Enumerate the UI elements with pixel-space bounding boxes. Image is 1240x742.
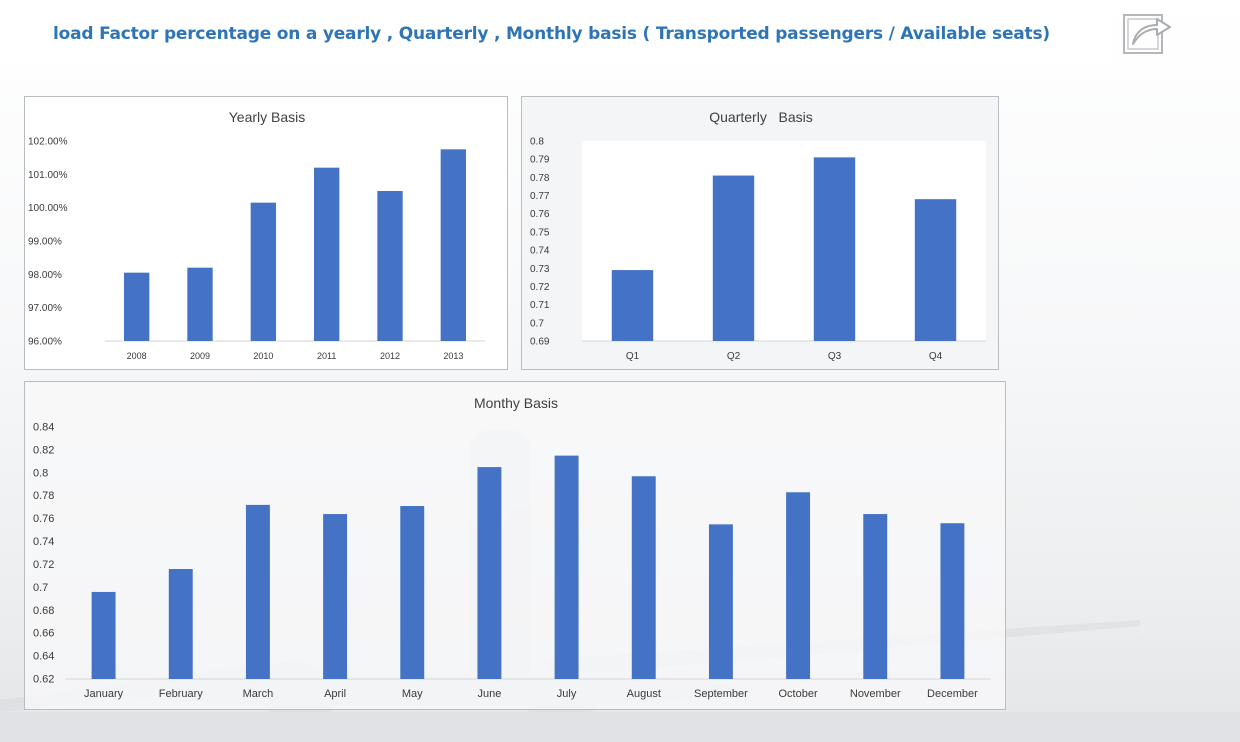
y-tick-label: 0.71 <box>530 300 550 311</box>
x-tick-label: August <box>627 688 661 700</box>
bar <box>91 591 116 679</box>
bar <box>863 514 888 679</box>
y-tick-label: 0.69 <box>530 337 550 348</box>
x-tick-label: October <box>779 688 818 700</box>
yearly-chart-panel: Yearly Basis 96.00% 97.00% 98.00% 99.00% 100.… <box>24 96 508 370</box>
bar <box>554 455 579 679</box>
page-title: load Factor percentage on a yearly , Qua… <box>53 24 1050 44</box>
x-tick-label: 2010 <box>253 351 273 361</box>
y-tick-label: 0.62 <box>33 674 54 686</box>
bar <box>440 149 466 341</box>
x-tick-label: April <box>324 688 346 700</box>
x-tick-label: 2011 <box>317 351 336 361</box>
x-tick-label: July <box>557 688 577 700</box>
share-arrow-icon <box>1123 14 1171 54</box>
y-tick-label: 0.72 <box>33 559 54 571</box>
chart-title: Yearly Basis <box>229 109 306 125</box>
y-tick-label: 0.74 <box>33 536 54 548</box>
bar <box>187 267 213 341</box>
y-tick-label: 0.79 <box>530 155 550 166</box>
y-tick-label: 0.76 <box>530 209 550 220</box>
y-tick-label: 0.73 <box>530 264 550 275</box>
monthly-chart: Monthy Basis 0.62 0.64 0.66 0.68 0.7 0.72 0.74 0… <box>33 395 991 700</box>
bar <box>786 492 811 679</box>
x-tick-label: 2009 <box>190 351 210 361</box>
x-tick-label: 2008 <box>127 351 147 361</box>
x-tick-label: January <box>84 688 124 700</box>
x-tick-label: May <box>402 688 423 700</box>
x-tick-label: Q4 <box>929 351 943 362</box>
y-tick-label: 0.72 <box>530 282 550 293</box>
y-tick-label: 0.8 <box>33 467 48 479</box>
y-tick-label: 0.84 <box>33 422 54 434</box>
bar <box>124 272 150 341</box>
bar <box>914 199 957 341</box>
x-tick-label: Q2 <box>727 351 741 362</box>
bar <box>477 467 502 679</box>
chart-title: Quarterly Basis <box>709 109 812 125</box>
y-tick-label: 0.68 <box>33 605 54 617</box>
y-tick-label: 0.66 <box>33 628 54 640</box>
y-tick-label: 0.7 <box>33 582 48 594</box>
bar <box>712 175 755 341</box>
y-tick-label: 0.78 <box>530 173 550 184</box>
x-tick-label: 2013 <box>443 351 463 361</box>
y-tick-label: 0.77 <box>530 191 550 202</box>
bar <box>250 202 276 341</box>
y-tick-label: 102.00% <box>28 137 68 148</box>
bar <box>813 157 856 341</box>
quarterly-chart: Quarterly Basis 0.69 0.7 0.71 0.72 0.73 0.74 0.… <box>530 109 986 362</box>
bar <box>314 167 340 341</box>
x-tick-label: Q3 <box>828 351 842 362</box>
y-tick-label: 0.74 <box>530 246 550 257</box>
x-tick-label: December <box>927 688 978 700</box>
y-tick-label: 0.64 <box>33 651 54 663</box>
bar <box>400 506 425 679</box>
y-tick-label: 98.00% <box>28 270 62 281</box>
bar <box>940 523 965 679</box>
title-bar <box>0 18 1114 62</box>
y-tick-label: 100.00% <box>28 203 68 214</box>
yearly-chart: Yearly Basis 96.00% 97.00% 98.00% 99.00% 100.… <box>28 109 485 361</box>
x-tick-label: September <box>694 688 748 700</box>
y-tick-label: 0.76 <box>33 513 54 525</box>
y-tick-label: 101.00% <box>28 170 68 181</box>
x-tick-label: February <box>159 688 204 700</box>
y-tick-label: 0.78 <box>33 490 54 502</box>
bar <box>377 191 403 341</box>
y-tick-label: 97.00% <box>28 303 62 314</box>
x-tick-label: March <box>243 688 274 700</box>
y-tick-label: 99.00% <box>28 237 62 248</box>
y-tick-label: 0.8 <box>530 137 544 148</box>
y-tick-label: 0.82 <box>33 444 54 456</box>
y-tick-label: 0.7 <box>530 318 544 329</box>
x-tick-label: November <box>850 688 901 700</box>
bar <box>323 514 348 679</box>
y-tick-label: 0.75 <box>530 227 550 238</box>
quarterly-chart-panel: Quarterly Basis 0.69 0.7 0.71 0.72 0.73 0.74 0.… <box>521 96 999 370</box>
monthly-chart-panel: Monthy Basis 0.62 0.64 0.66 0.68 0.7 0.72 0.74 0… <box>24 381 1006 710</box>
x-tick-label: 2012 <box>380 351 400 361</box>
bar <box>611 270 654 341</box>
bar <box>168 569 193 679</box>
bar <box>631 476 656 679</box>
y-tick-label: 96.00% <box>28 337 62 348</box>
bar <box>708 524 733 679</box>
x-tick-label: Q1 <box>626 351 640 362</box>
share-button[interactable] <box>1120 8 1176 56</box>
x-tick-label: June <box>477 688 501 700</box>
bar <box>245 504 270 679</box>
chart-title: Monthy Basis <box>474 395 558 411</box>
